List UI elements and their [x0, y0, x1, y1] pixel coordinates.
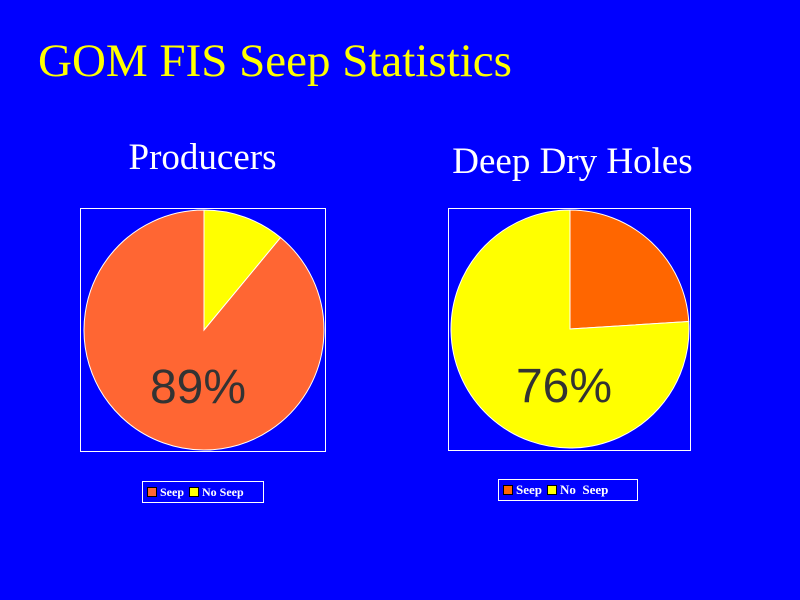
pie-chart-deep-dry-holes: 76% [448, 208, 691, 451]
legend-label-no-seep: No Seep [202, 484, 244, 499]
chart-title-producers: Producers [128, 137, 277, 178]
pie-svg-deep-dry-holes: 76% [450, 209, 690, 449]
legend-label-seep: Seep [160, 484, 184, 499]
chart-title-deep-dry-holes: Deep Dry Holes [452, 141, 693, 182]
legend-swatch-no-seep [547, 485, 557, 495]
pie-slice-seep [569, 209, 690, 330]
legend-swatch-no-seep [189, 487, 199, 497]
legend-entry-no-seep: No Seep [189, 485, 244, 500]
legend-producers: Seep No Seep [142, 481, 264, 503]
legend-label-no-seep: No Seep [560, 482, 609, 497]
legend-deep-dry-holes: Seep No Seep [498, 479, 638, 501]
legend-swatch-seep [147, 487, 157, 497]
pie-slice-no-seep [203, 209, 282, 332]
pie-chart-producers: 89% [80, 208, 326, 452]
pie-data-label: 76% [516, 360, 612, 413]
legend-label-seep: Seep [516, 482, 542, 497]
slide-title: GOM FIS Seep Statistics [38, 35, 512, 87]
legend-entry-no-seep: No Seep [547, 482, 608, 498]
pie-svg-producers: 89% [83, 209, 325, 451]
legend-entry-seep: Seep [503, 482, 542, 498]
pie-slice-no-seep [450, 209, 690, 449]
legend-entry-seep: Seep [147, 485, 184, 500]
legend-swatch-seep [503, 485, 513, 495]
pie-data-label: 89% [150, 361, 246, 414]
